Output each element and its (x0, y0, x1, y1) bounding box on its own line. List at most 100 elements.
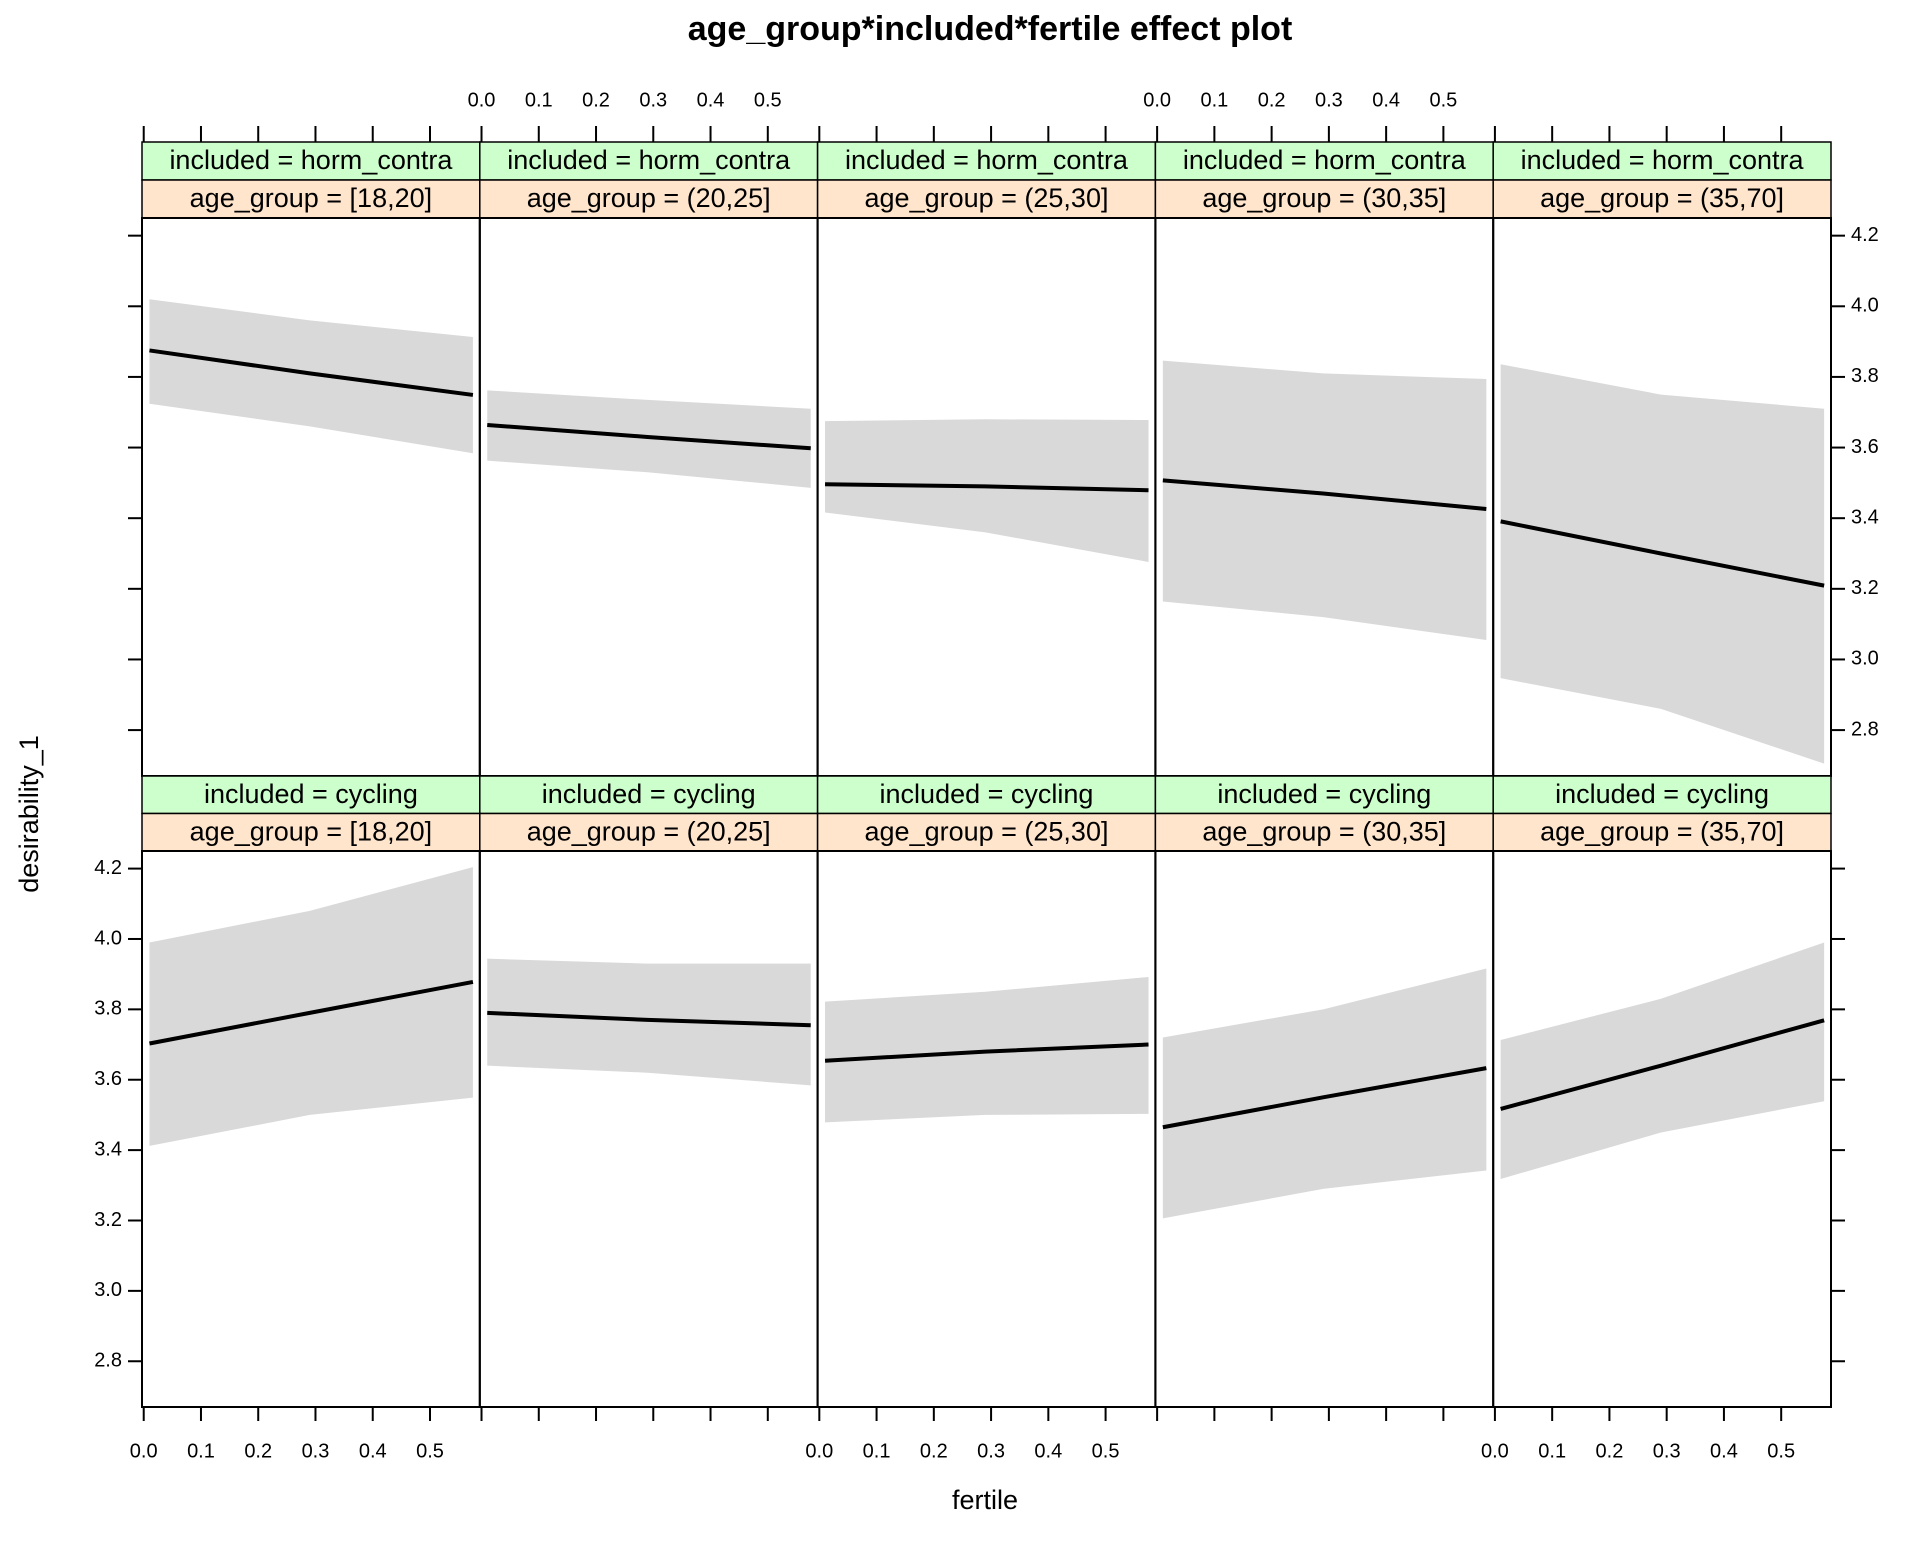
strip-label: age_group = (20,25] (527, 816, 771, 846)
y-tick-label: 3.4 (1851, 506, 1879, 528)
strip (816, 179, 1157, 219)
confidence-band (1500, 364, 1825, 764)
x-tick-label: 0.0 (468, 89, 496, 111)
strip-label: included = horm_contra (169, 145, 453, 175)
x-tick-label: 0.3 (1653, 1440, 1681, 1462)
y-tick-label: 3.8 (1851, 365, 1879, 387)
strip-label: age_group = (30,35] (1202, 183, 1446, 213)
y-tick-label: 2.8 (94, 1350, 122, 1372)
x-tick-label: 0.4 (1034, 1440, 1062, 1462)
strip-label: included = horm_contra (1183, 145, 1467, 175)
confidence-band (825, 419, 1149, 562)
strip (1492, 179, 1832, 219)
y-axis-label: desirability_1 (14, 735, 44, 893)
strip (479, 775, 819, 815)
strip (479, 141, 819, 181)
y-tick-label: 4.0 (94, 927, 122, 949)
x-tick-label: 0.5 (1429, 89, 1457, 111)
strip (816, 141, 1157, 181)
x-axis-label: fertile (952, 1485, 1018, 1515)
x-tick-label: 0.2 (1258, 89, 1286, 111)
panel-border (1492, 850, 1832, 1408)
x-tick-label: 0.0 (130, 1440, 158, 1462)
strip-label: age_group = (35,70] (1540, 183, 1784, 213)
strip-label: included = horm_contra (507, 145, 791, 175)
strip-label: included = horm_contra (1521, 145, 1805, 175)
x-tick-label: 0.3 (639, 89, 667, 111)
strip-label: included = horm_contra (845, 145, 1129, 175)
strip-label: included = cycling (880, 779, 1094, 809)
x-tick-label: 0.3 (1315, 89, 1343, 111)
x-tick-label: 0.5 (416, 1440, 444, 1462)
fit-line (149, 979, 474, 1046)
fit-line (149, 348, 474, 397)
strip-label: age_group = [18,20] (190, 183, 432, 213)
x-tick-label: 0.5 (1767, 1440, 1795, 1462)
x-tick-label: 0.1 (525, 89, 553, 111)
x-tick-label: 0.5 (754, 89, 782, 111)
x-tick-label: 0.4 (1710, 1440, 1738, 1462)
fit-line (1500, 519, 1825, 588)
y-tick-label: 3.4 (94, 1138, 122, 1160)
chart-title: age_group*included*fertile effect plot (688, 10, 1293, 48)
y-tick-label: 3.0 (1851, 648, 1879, 670)
confidence-band (149, 867, 473, 1146)
fit-line (1162, 478, 1487, 511)
strip (816, 812, 1157, 852)
confidence-band (487, 958, 811, 1086)
y-tick-label: 3.2 (1851, 577, 1879, 599)
x-tick-label: 0.1 (187, 1440, 215, 1462)
strip (1492, 775, 1832, 815)
y-tick-label: 3.0 (94, 1279, 122, 1301)
x-tick-label: 0.3 (302, 1440, 330, 1462)
fit-line (825, 482, 1149, 493)
y-tick-label: 3.8 (94, 998, 122, 1020)
x-tick-label: 0.0 (1481, 1440, 1509, 1462)
strip-label: included = cycling (542, 779, 756, 809)
confidence-band (1162, 360, 1487, 641)
x-tick-label: 0.2 (582, 89, 610, 111)
strip (141, 141, 481, 181)
panel-border (478, 217, 819, 777)
y-tick-label: 4.2 (1851, 224, 1879, 246)
x-tick-label: 0.2 (244, 1440, 272, 1462)
strip (1492, 812, 1832, 852)
strip (1154, 812, 1494, 852)
confidence-band (1162, 968, 1487, 1219)
strip (1154, 179, 1494, 219)
strip-label: included = cycling (1555, 779, 1769, 809)
x-tick-label: 0.5 (1092, 1440, 1120, 1462)
strip (1154, 775, 1494, 815)
x-tick-label: 0.1 (1538, 1440, 1566, 1462)
x-tick-label: 0.1 (1200, 89, 1228, 111)
strip-label: age_group = (25,30] (865, 816, 1109, 846)
strip (141, 179, 481, 219)
x-tick-label: 0.0 (1143, 89, 1171, 111)
fit-line (1500, 1018, 1825, 1111)
fit-line (487, 1010, 811, 1028)
x-tick-label: 0.2 (920, 1440, 948, 1462)
strip (479, 179, 819, 219)
x-tick-label: 0.3 (977, 1440, 1005, 1462)
y-tick-label: 4.0 (1851, 295, 1879, 317)
x-tick-label: 0.1 (863, 1440, 891, 1462)
strip-label: age_group = (20,25] (527, 183, 771, 213)
y-tick-label: 2.8 (1851, 718, 1879, 740)
x-tick-label: 0.4 (359, 1440, 387, 1462)
y-tick-label: 3.6 (1851, 436, 1879, 458)
fit-line (487, 422, 811, 451)
confidence-band (149, 299, 473, 454)
panel-border (816, 850, 1157, 1408)
y-tick-label: 4.2 (94, 857, 122, 879)
y-tick-label: 3.6 (94, 1068, 122, 1090)
strip-label: age_group = (25,30] (865, 183, 1109, 213)
strip-label: age_group = (30,35] (1202, 816, 1446, 846)
strip (1154, 141, 1494, 181)
fit-line (824, 1042, 1149, 1063)
x-tick-label: 0.0 (805, 1440, 833, 1462)
y-tick-label: 3.2 (94, 1209, 122, 1231)
x-tick-label: 0.2 (1596, 1440, 1624, 1462)
strip-label: age_group = [18,20] (190, 816, 432, 846)
panel-border (141, 217, 481, 777)
